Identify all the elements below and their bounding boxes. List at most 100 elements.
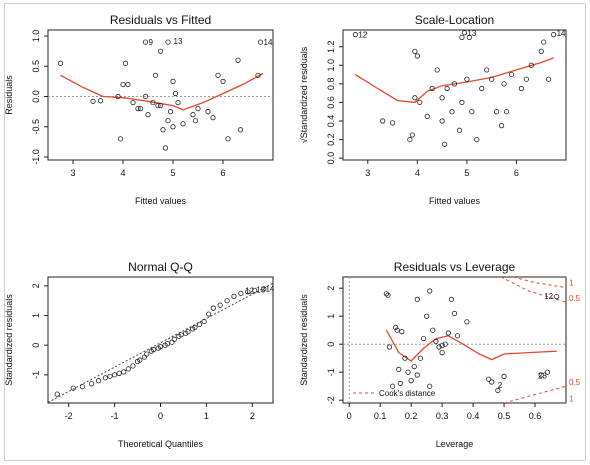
chart-rvf-point (157, 48, 164, 54)
chart-sl-point-label: 13 (467, 29, 476, 38)
chart-qq-point (54, 391, 60, 397)
chart-sl-y-tick-label: 0.0 (326, 152, 336, 165)
chart-rvf-y-axis-label: Residuals (4, 75, 14, 115)
chart-rvl-cook-contour (513, 277, 566, 289)
chart-rvf-point (155, 102, 161, 109)
chart-sl-point (417, 99, 423, 106)
chart-qq-point (116, 370, 122, 376)
chart-rvf-point (57, 60, 64, 66)
chart-qq-title: Normal Q-Q (128, 260, 193, 274)
chart-qq-y-tick-label: 1 (31, 313, 41, 318)
chart-sl-point (429, 85, 435, 92)
chart-sl-y-tick-label: 0.6 (326, 96, 336, 109)
chart-rvl-point (396, 366, 402, 372)
chart-rvl-point (389, 383, 396, 389)
chart-sl-x-tick-label: 4 (415, 168, 420, 178)
chart-sl-point (434, 67, 440, 73)
chart-rvl-y-axis-label: Standardized residuals (299, 294, 309, 386)
chart-rvl-point (442, 341, 448, 347)
chart-rvl-cook-label: 0.5 (569, 378, 581, 387)
chart-rvl-point (454, 333, 461, 339)
chart-rvl-point (433, 338, 439, 344)
chart-rvl-x-tick-label: 0.2 (405, 411, 418, 421)
chart-sl-y-tick-label: 1.0 (326, 59, 336, 72)
chart-sl-point (412, 95, 418, 101)
chart-qq-point (245, 289, 251, 295)
chart-sl-point (409, 132, 415, 138)
chart-qq-point (196, 321, 203, 328)
chart-rvl-point (399, 328, 405, 335)
chart-sl-point (459, 99, 465, 106)
chart-rvl-point (386, 344, 393, 350)
chart-qq-point (210, 305, 216, 311)
chart-sl-x-axis-label: Fitted values (429, 196, 481, 206)
chart-sl-point (459, 34, 465, 41)
chart-rvl-x-tick-label: 0.5 (498, 411, 511, 421)
chart-qq-point (231, 293, 237, 299)
chart-rvl-x-tick-label: 0.4 (467, 411, 480, 421)
chart-qq-point (169, 339, 175, 345)
chart-qq-point (141, 354, 148, 360)
chart-sl-point (523, 76, 529, 82)
chart-rvl-point (411, 363, 417, 370)
chart-sl-point (484, 67, 490, 73)
chart-rvl-point (420, 335, 427, 342)
chart-rvl-point (501, 373, 507, 379)
chart-rvl-cook-contour (500, 277, 566, 303)
chart-sl-point (546, 76, 552, 82)
chart-qq-point (201, 318, 207, 325)
chart-rvl-point (445, 330, 451, 336)
chart-qq-point (107, 373, 113, 379)
chart-qq-point (130, 363, 136, 369)
chart-rvl-point (436, 344, 442, 350)
chart-sl-point (407, 136, 413, 143)
chart-qq-point (89, 381, 95, 387)
chart-qq-point (102, 375, 108, 381)
chart-qq-point-label: 12 (245, 286, 254, 295)
chart-rvl-point (397, 380, 403, 386)
chart-rvf-smooth-line (60, 72, 264, 111)
chart-rvf-point (97, 98, 104, 104)
chart-qq-qq-line (48, 282, 273, 403)
chart-rvl-point (464, 319, 470, 325)
chart-rvl-x-tick-label: 0.3 (436, 411, 449, 421)
chart-rvl-point (383, 291, 389, 297)
chart-qq-point (238, 290, 244, 296)
chart-rvf-x-axis-label: Fitted values (135, 196, 187, 206)
chart-qq-point (144, 351, 150, 357)
chart-rvf-point (175, 99, 181, 106)
chart-sl-point (469, 109, 475, 115)
chart-rvl-point (405, 369, 411, 375)
chart-rvl-y-tick-label: -1 (326, 368, 336, 376)
chart-rvf-point (142, 39, 149, 45)
chart-sl-point (352, 32, 358, 38)
chart-rvf-point-label: 9 (149, 38, 154, 47)
chart-sl-point (424, 113, 430, 119)
chart-rvl-y-tick-label: -2 (326, 396, 336, 404)
chart-sl-point (538, 48, 544, 54)
chart-rvl-point (427, 383, 433, 389)
chart-sl-point (439, 118, 445, 124)
chart-sl-point (466, 34, 472, 41)
chart-qq-point (79, 384, 86, 390)
chart-sl-point (479, 85, 485, 92)
chart-rvl-point (451, 310, 458, 316)
chart-sl-y-axis-label: √Standardized residuals (299, 46, 309, 143)
chart-rvf-point (137, 106, 144, 112)
chart-rvf-point (142, 93, 149, 100)
chart-rvf-point-label: 13 (174, 37, 183, 46)
chart-sl-point-label: 12 (358, 31, 367, 40)
chart-rvf-point (162, 145, 169, 151)
chart-sl-point (439, 95, 445, 101)
chart-qq-point (70, 385, 76, 391)
chart-qq-y-tick-label: 2 (31, 283, 41, 288)
chart-rvl-point-label: 12 (544, 292, 553, 301)
chart-sl-point (389, 120, 396, 126)
chart-rvl-x-tick-label: 0.1 (374, 411, 387, 421)
chart-rvl-point (439, 349, 445, 356)
chart-sl-title: Scale-Location (415, 13, 494, 27)
chart-rvl-point (439, 342, 445, 349)
chart-sl-point (380, 118, 386, 124)
chart-sl-y-tick-label: 0.8 (326, 78, 336, 91)
chart-rvf-plot-frame (47, 29, 274, 161)
